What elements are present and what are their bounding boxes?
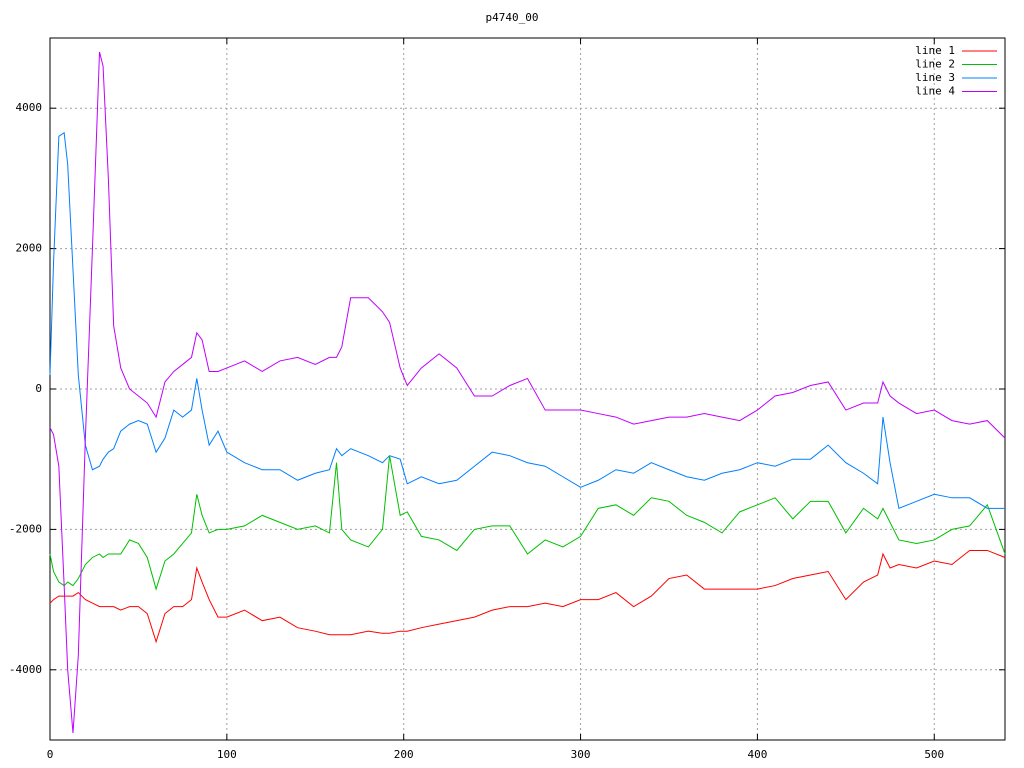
x-tick-label: 200	[394, 748, 414, 761]
x-tick-label: 500	[924, 748, 944, 761]
legend-label: line 4	[915, 85, 955, 98]
y-tick-label: 0	[35, 382, 42, 395]
legend-label: line 1	[915, 44, 955, 57]
x-tick-label: 100	[217, 748, 237, 761]
x-tick-label: 400	[747, 748, 767, 761]
chart-title: p4740_00	[486, 11, 539, 24]
y-tick-label: 4000	[16, 101, 43, 114]
x-tick-label: 0	[47, 748, 54, 761]
legend-label: line 2	[915, 58, 955, 71]
plot-frame	[49, 37, 1006, 741]
legend-label: line 3	[915, 71, 955, 84]
y-tick-label: -2000	[9, 522, 42, 535]
data-line	[49, 549, 1006, 644]
x-tick-label: 300	[571, 748, 591, 761]
y-tick-label: 2000	[16, 242, 43, 255]
y-tick-label: -4000	[9, 663, 42, 676]
data-line	[49, 131, 1005, 510]
data-line	[49, 51, 1006, 734]
